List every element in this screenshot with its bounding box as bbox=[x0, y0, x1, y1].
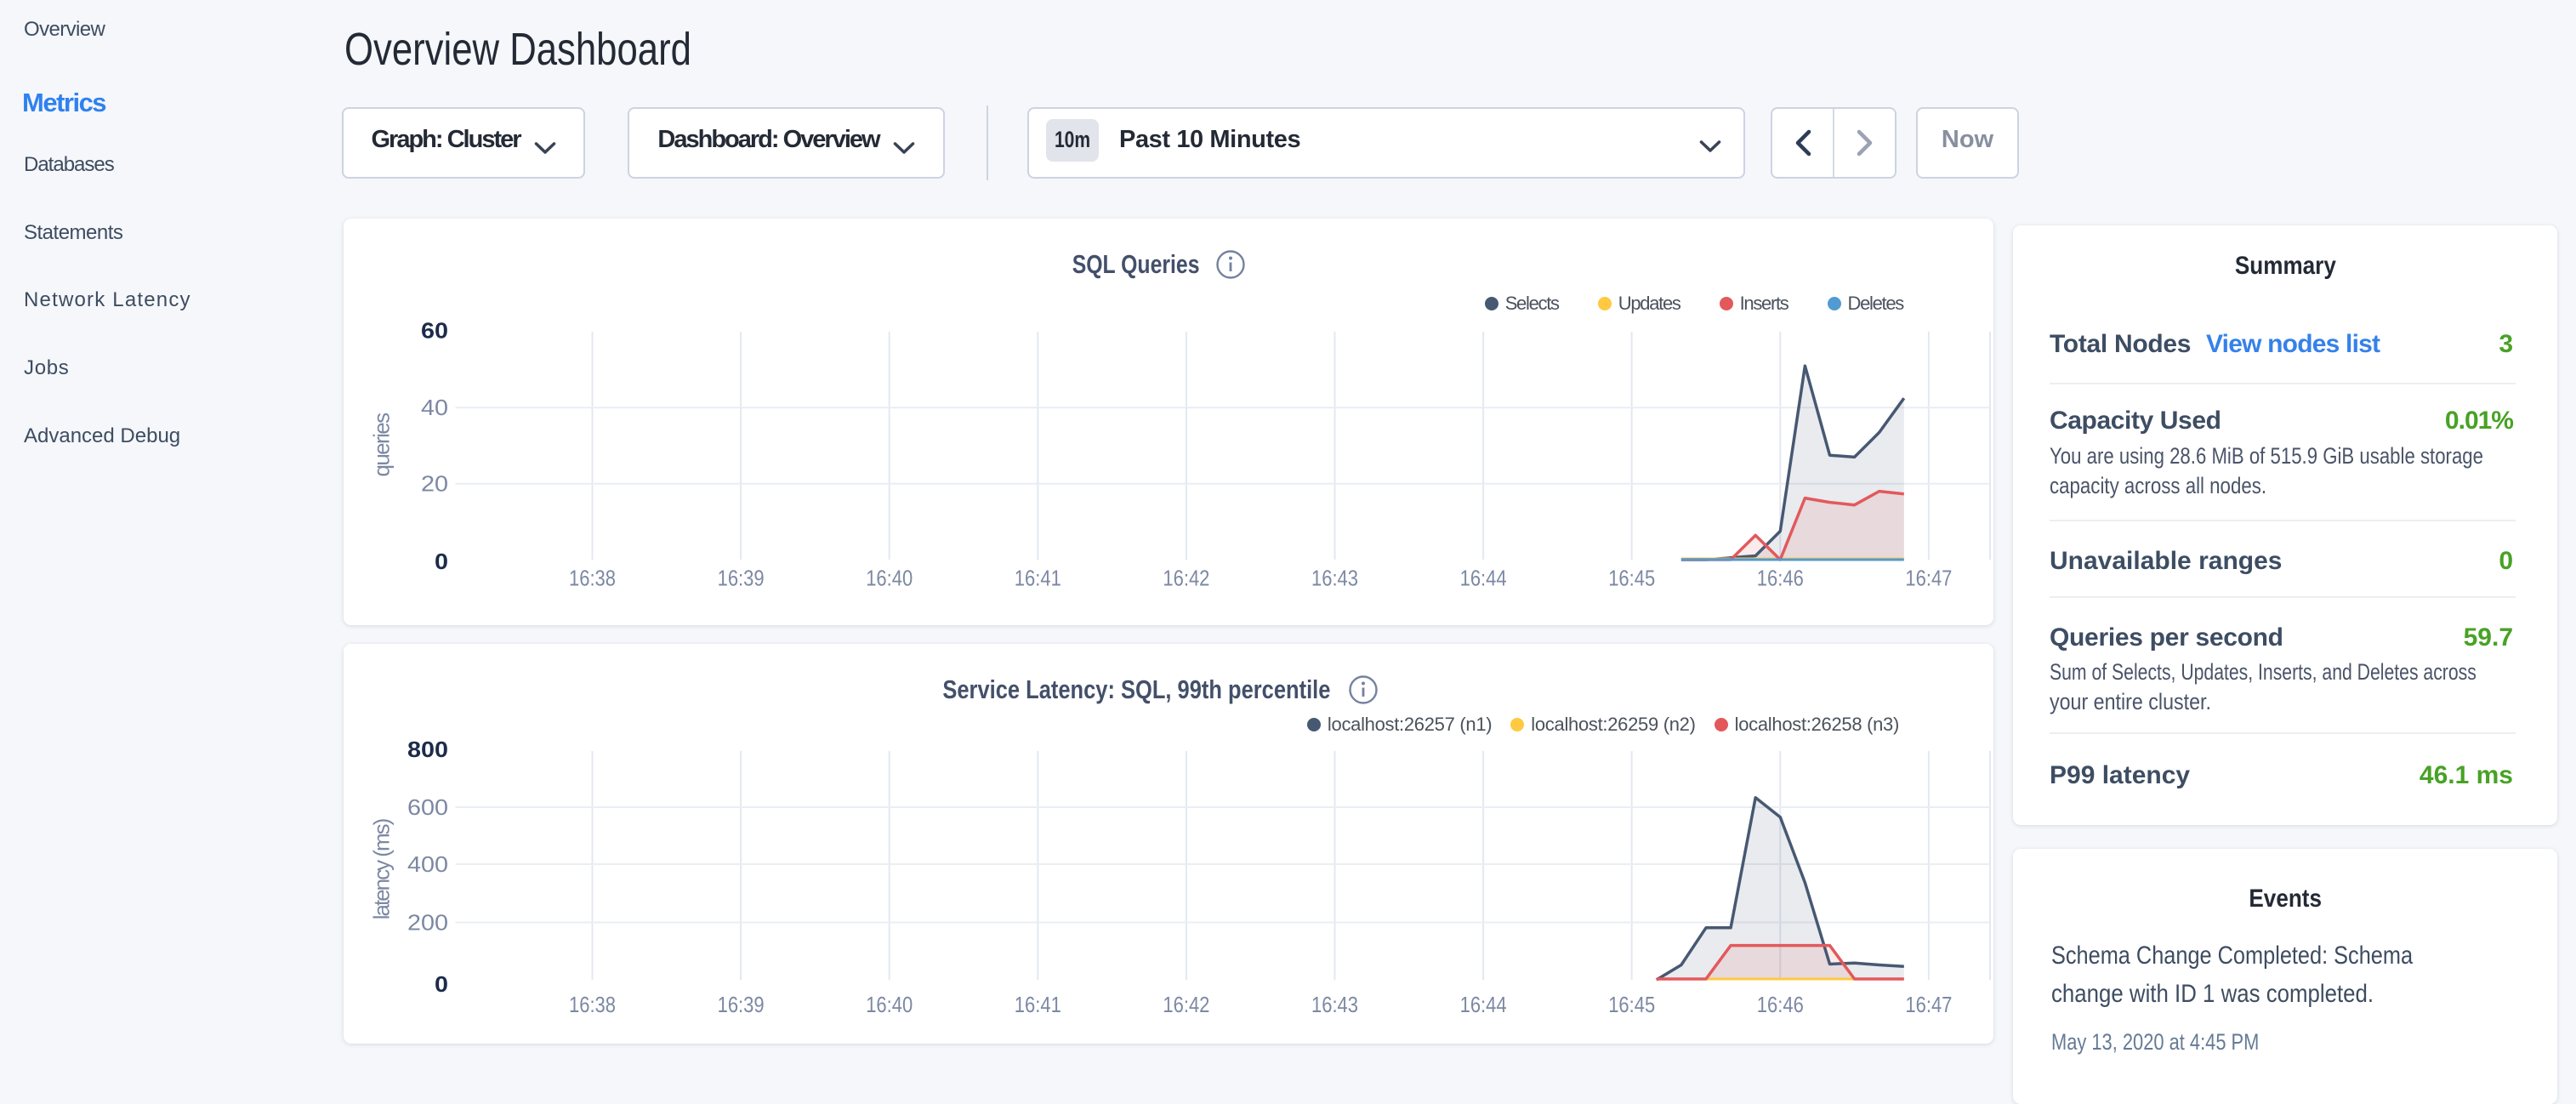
svg-text:60: 60 bbox=[421, 318, 448, 344]
svg-text:16:41: 16:41 bbox=[1015, 992, 1061, 1017]
svg-text:400: 400 bbox=[407, 851, 448, 877]
svg-text:0: 0 bbox=[435, 549, 448, 574]
svg-text:16:47: 16:47 bbox=[1905, 566, 1952, 591]
svg-text:800: 800 bbox=[407, 737, 448, 762]
svg-text:16:38: 16:38 bbox=[569, 566, 616, 591]
svg-text:16:39: 16:39 bbox=[718, 992, 765, 1017]
svg-text:16:45: 16:45 bbox=[1608, 992, 1655, 1017]
svg-text:600: 600 bbox=[407, 794, 448, 820]
svg-text:16:44: 16:44 bbox=[1460, 566, 1507, 591]
svg-text:16:47: 16:47 bbox=[1905, 992, 1952, 1017]
svg-text:16:40: 16:40 bbox=[866, 992, 913, 1017]
svg-text:16:44: 16:44 bbox=[1460, 992, 1507, 1017]
svg-text:16:40: 16:40 bbox=[866, 566, 913, 591]
svg-text:0: 0 bbox=[435, 971, 448, 997]
svg-text:16:46: 16:46 bbox=[1757, 566, 1804, 591]
svg-text:16:42: 16:42 bbox=[1163, 566, 1209, 591]
svg-text:200: 200 bbox=[407, 910, 448, 936]
svg-text:16:38: 16:38 bbox=[569, 992, 616, 1017]
svg-text:16:42: 16:42 bbox=[1163, 992, 1209, 1017]
svg-text:16:39: 16:39 bbox=[718, 566, 765, 591]
svg-text:40: 40 bbox=[421, 395, 448, 420]
svg-text:20: 20 bbox=[421, 471, 448, 497]
svg-text:16:46: 16:46 bbox=[1757, 992, 1804, 1017]
svg-text:16:41: 16:41 bbox=[1015, 566, 1061, 591]
svg-text:16:45: 16:45 bbox=[1608, 566, 1655, 591]
svg-text:16:43: 16:43 bbox=[1311, 566, 1358, 591]
svg-text:16:43: 16:43 bbox=[1311, 992, 1358, 1017]
